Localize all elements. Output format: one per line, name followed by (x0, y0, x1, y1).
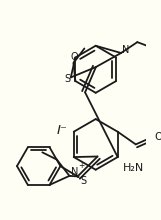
Text: H₂N: H₂N (123, 163, 145, 173)
Text: O: O (154, 132, 161, 142)
Text: O: O (71, 52, 78, 62)
Text: I⁻: I⁻ (57, 124, 68, 137)
Text: S: S (80, 176, 86, 186)
Text: N: N (71, 167, 79, 177)
Text: +: + (78, 161, 84, 170)
Text: N: N (122, 45, 129, 55)
Text: S: S (64, 74, 70, 84)
